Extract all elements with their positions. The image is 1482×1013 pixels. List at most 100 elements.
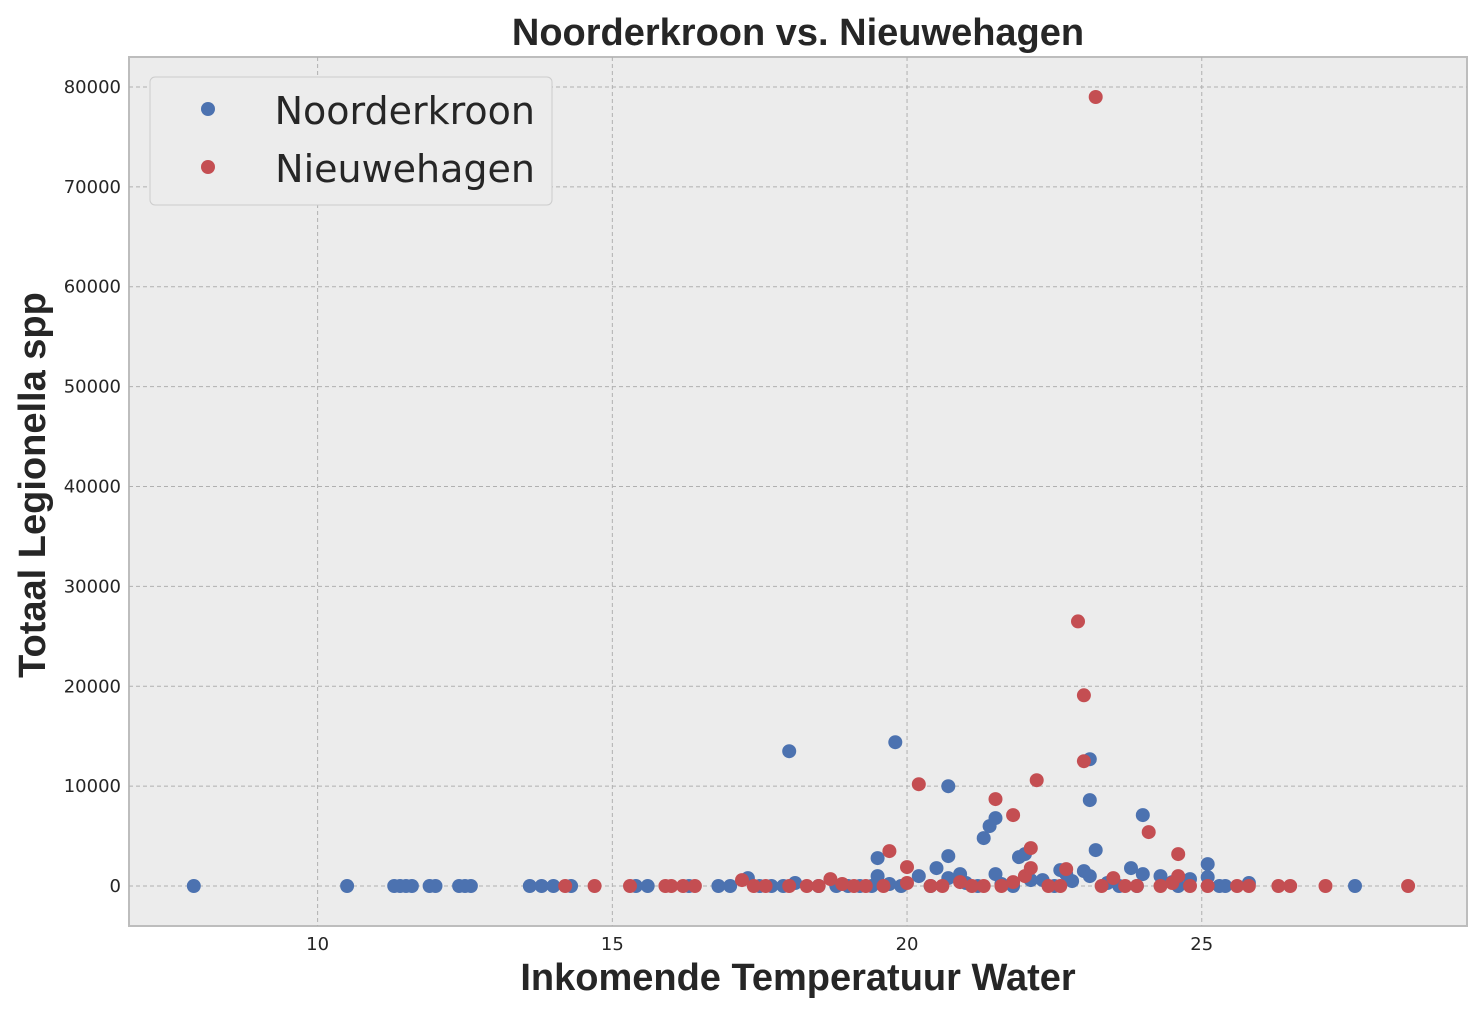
y-tick-label: 60000: [64, 277, 121, 298]
data-point-noorderkroon: [711, 879, 726, 893]
y-tick-label: 0: [110, 876, 121, 897]
data-point-nieuwehagen: [923, 879, 938, 893]
data-point-noorderkroon: [1082, 869, 1097, 884]
data-point-nieuwehagen: [1076, 754, 1091, 769]
data-point-nieuwehagen: [976, 879, 991, 893]
data-point-nieuwehagen: [835, 877, 850, 891]
data-point-nieuwehagen: [1023, 861, 1038, 876]
y-tick-label: 20000: [64, 676, 121, 697]
data-point-noorderkroon: [1135, 808, 1150, 823]
data-point-nieuwehagen: [1271, 879, 1286, 893]
data-point-noorderkroon: [888, 735, 903, 750]
data-point-noorderkroon: [1082, 793, 1097, 808]
data-point-nieuwehagen: [1059, 862, 1074, 877]
data-point-noorderkroon: [428, 879, 443, 893]
data-point-nieuwehagen: [1023, 841, 1038, 856]
x-tick-label: 10: [306, 934, 329, 955]
data-point-noorderkroon: [534, 879, 549, 893]
x-tick-label: 25: [1190, 934, 1213, 955]
data-point-nieuwehagen: [799, 879, 814, 893]
legend: Noorderkroon Nieuwehagen: [149, 76, 553, 206]
data-point-nieuwehagen: [811, 879, 826, 893]
data-point-nieuwehagen: [1230, 879, 1245, 893]
data-point-nieuwehagen: [758, 879, 773, 893]
data-point-noorderkroon: [186, 879, 201, 893]
data-point-noorderkroon: [1153, 869, 1168, 884]
data-point-nieuwehagen: [1006, 808, 1021, 823]
y-tick-labels: 0 10000 20000 30000 40000 50000 60000 70000 8000…: [64, 77, 121, 897]
data-point-nieuwehagen: [823, 872, 838, 887]
data-point-noorderkroon: [1065, 874, 1080, 889]
x-tick-labels: 10 15 20 25: [306, 934, 1213, 955]
data-points: [186, 90, 1416, 893]
data-point-noorderkroon: [640, 879, 655, 893]
data-point-nieuwehagen: [1106, 871, 1121, 886]
data-point-nieuwehagen: [746, 879, 761, 893]
data-point-nieuwehagen: [676, 879, 691, 893]
data-point-nieuwehagen: [882, 844, 897, 859]
data-point-nieuwehagen: [1200, 879, 1215, 893]
series-noorderkroon: [186, 735, 1362, 893]
data-point-nieuwehagen: [953, 875, 968, 890]
data-point-nieuwehagen: [664, 879, 679, 893]
data-point-noorderkroon: [1200, 857, 1215, 872]
legend-label-nieuwehagen: Nieuwehagen: [275, 147, 535, 191]
legend-label-noorderkroon: Noorderkroon: [275, 89, 535, 133]
data-point-nieuwehagen: [900, 876, 914, 890]
data-point-noorderkroon: [911, 869, 926, 884]
data-point-noorderkroon: [404, 879, 419, 893]
data-point-nieuwehagen: [735, 873, 749, 888]
data-point-nieuwehagen: [1118, 879, 1133, 893]
data-point-noorderkroon: [1088, 843, 1103, 858]
data-point-noorderkroon: [988, 811, 1003, 826]
data-point-nieuwehagen: [988, 792, 1003, 807]
data-point-noorderkroon: [546, 879, 561, 893]
data-point-nieuwehagen: [623, 879, 637, 893]
data-point-nieuwehagen: [558, 879, 573, 893]
data-point-nieuwehagen: [1029, 773, 1044, 788]
data-point-nieuwehagen: [1076, 688, 1091, 703]
data-point-nieuwehagen: [876, 879, 891, 893]
data-point-nieuwehagen: [1094, 879, 1109, 893]
data-point-nieuwehagen: [1041, 879, 1056, 893]
data-point-noorderkroon: [1218, 879, 1233, 893]
data-point-nieuwehagen: [858, 879, 873, 893]
y-tick-label: 40000: [64, 477, 121, 498]
y-tick-label: 30000: [64, 576, 121, 597]
x-axis-label: Inkomende Temperatuur Water: [520, 957, 1076, 999]
data-point-nieuwehagen: [587, 879, 602, 893]
data-point-nieuwehagen: [1129, 879, 1144, 893]
data-point-nieuwehagen: [900, 860, 914, 875]
data-point-nieuwehagen: [1153, 879, 1168, 893]
data-point-nieuwehagen: [1053, 879, 1068, 893]
y-tick-label: 70000: [64, 177, 121, 198]
x-tick-label: 20: [896, 934, 919, 955]
data-point-noorderkroon: [463, 879, 478, 893]
data-point-nieuwehagen: [1006, 875, 1021, 890]
data-point-nieuwehagen: [935, 879, 950, 893]
series-nieuwehagen: [558, 90, 1416, 893]
data-point-noorderkroon: [976, 831, 991, 846]
y-tick-label: 50000: [64, 377, 121, 398]
data-point-nieuwehagen: [964, 879, 979, 893]
data-point-nieuwehagen: [1283, 879, 1298, 893]
data-point-nieuwehagen: [1071, 614, 1085, 629]
data-point-noorderkroon: [1135, 867, 1150, 882]
data-point-nieuwehagen: [847, 879, 861, 893]
data-point-nieuwehagen: [1241, 879, 1256, 893]
data-point-noorderkroon: [941, 779, 956, 794]
data-point-nieuwehagen: [687, 879, 702, 893]
data-point-nieuwehagen: [782, 879, 797, 893]
data-point-nieuwehagen: [994, 879, 1009, 893]
legend-marker-noorderkroon: [201, 102, 215, 116]
legend-marker-nieuwehagen: [201, 160, 215, 174]
data-point-noorderkroon: [782, 744, 797, 759]
data-point-noorderkroon: [340, 879, 355, 893]
data-point-nieuwehagen: [1088, 90, 1103, 104]
data-point-nieuwehagen: [1318, 879, 1333, 893]
legend-box: [149, 76, 553, 206]
data-point-nieuwehagen: [1401, 879, 1416, 893]
data-point-noorderkroon: [941, 849, 956, 864]
data-point-noorderkroon: [929, 861, 944, 876]
